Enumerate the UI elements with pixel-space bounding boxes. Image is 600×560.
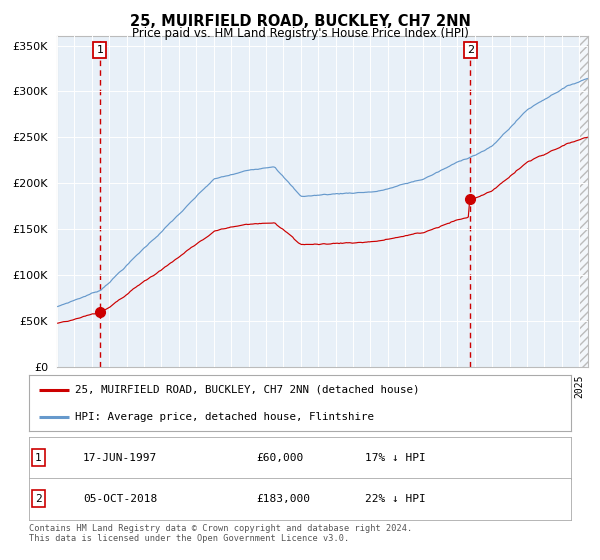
- Text: 1: 1: [97, 45, 103, 55]
- Text: 1: 1: [35, 453, 42, 463]
- Text: Price paid vs. HM Land Registry's House Price Index (HPI): Price paid vs. HM Land Registry's House …: [131, 27, 469, 40]
- Text: HPI: Average price, detached house, Flintshire: HPI: Average price, detached house, Flin…: [75, 412, 374, 422]
- Text: £60,000: £60,000: [257, 453, 304, 463]
- Text: 25, MUIRFIELD ROAD, BUCKLEY, CH7 2NN (detached house): 25, MUIRFIELD ROAD, BUCKLEY, CH7 2NN (de…: [75, 385, 419, 395]
- Text: 05-OCT-2018: 05-OCT-2018: [83, 494, 157, 503]
- Text: 2: 2: [35, 494, 42, 503]
- Text: 25, MUIRFIELD ROAD, BUCKLEY, CH7 2NN: 25, MUIRFIELD ROAD, BUCKLEY, CH7 2NN: [130, 14, 470, 29]
- Text: Contains HM Land Registry data © Crown copyright and database right 2024.
This d: Contains HM Land Registry data © Crown c…: [29, 524, 412, 543]
- Text: 17% ↓ HPI: 17% ↓ HPI: [365, 453, 426, 463]
- Text: 17-JUN-1997: 17-JUN-1997: [83, 453, 157, 463]
- Text: £183,000: £183,000: [257, 494, 311, 503]
- Text: 2: 2: [467, 45, 474, 55]
- Text: 22% ↓ HPI: 22% ↓ HPI: [365, 494, 426, 503]
